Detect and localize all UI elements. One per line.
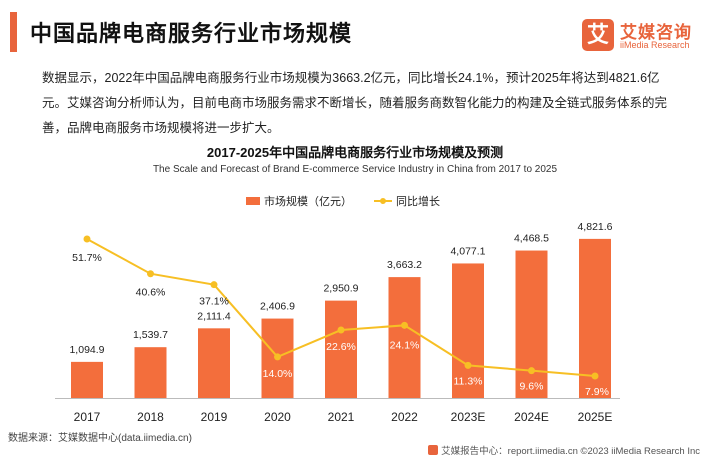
- bar-value-label-2020: 2,406.9: [260, 301, 295, 313]
- growth-point-2023E: [464, 361, 472, 369]
- x-tick-label-2018: 2018: [137, 410, 164, 424]
- growth-point-2018: [147, 270, 154, 278]
- bar-2019: [198, 328, 230, 398]
- bar-value-label-2022: 3,663.2: [387, 259, 422, 271]
- data-source: 数据来源：艾媒数据中心(data.iimedia.cn): [8, 433, 192, 444]
- growth-value-label-2021: 22.6%: [326, 341, 356, 353]
- bar-value-label-2019: 2,111.4: [197, 310, 231, 322]
- x-tick-label-2022: 2022: [391, 410, 418, 424]
- growth-point-2019: [210, 281, 218, 289]
- x-tick-label-2017: 2017: [74, 410, 101, 424]
- bar-value-label-2018: 1,539.7: [133, 329, 168, 341]
- bar-2023E: [452, 263, 484, 398]
- page-title: 中国品牌电商服务行业市场规模: [30, 21, 353, 46]
- growth-value-label-2018: 40.6%: [136, 287, 166, 299]
- bar-2025E: [579, 238, 611, 398]
- bar-2018: [134, 347, 167, 398]
- chart-title: 2017-2025年中国品牌电商服务行业市场规模及预测: [206, 145, 504, 160]
- legend-line-marker: [380, 198, 386, 204]
- growth-point-2020: [274, 353, 281, 361]
- bar-2022: [388, 277, 421, 398]
- x-tick-label-2021: 2021: [328, 410, 355, 424]
- x-tick-label-2023E: 2023E: [451, 410, 486, 424]
- x-tick-label-2019: 2019: [201, 410, 228, 424]
- bar-2017: [71, 361, 103, 398]
- growth-value-label-2023E: 11.3%: [454, 375, 483, 387]
- x-tick-label-2020: 2020: [264, 410, 291, 424]
- growth-value-label-2017: 51.7%: [72, 252, 102, 264]
- bar-value-label-2017: 1,094.9: [69, 344, 104, 356]
- growth-value-label-2020: 14.0%: [263, 368, 293, 380]
- bar-value-label-2023E: 4,077.1: [450, 245, 485, 257]
- legend-line-label: 同比增长: [396, 194, 440, 208]
- bar-2021: [325, 300, 357, 398]
- growth-value-label-2024E: 9.6%: [520, 381, 544, 393]
- report-center-footer: 艾媒报告中心：report.iimedia.cn ©2023 iiMedia R…: [428, 443, 700, 457]
- report-center-text: 艾媒报告中心：report.iimedia.cn ©2023 iiMedia R…: [441, 446, 700, 457]
- bar-value-label-2021: 2,950.9: [323, 283, 358, 295]
- legend-bar-swatch: [246, 197, 260, 205]
- growth-point-2017: [83, 235, 91, 243]
- growth-point-2025E: [591, 372, 599, 380]
- logo-name: 艾媒咨询: [620, 23, 692, 42]
- logo-subtitle: iiMedia Research: [620, 40, 690, 50]
- legend-bar-label: 市场规模（亿元）: [264, 194, 352, 208]
- chart-subtitle: The Scale and Forecast of Brand E-commer…: [152, 164, 558, 175]
- bar-value-label-2025E: 4,821.6: [577, 221, 612, 233]
- report-center-icon: [428, 445, 439, 455]
- growth-point-2021: [337, 326, 345, 334]
- growth-value-label-2019: 37.1%: [199, 296, 229, 308]
- growth-point-2022: [401, 321, 408, 329]
- bar-2024E: [515, 250, 548, 398]
- intro-paragraph: 数据显示，2022年中国品牌电商服务行业市场规模为3663.2亿元，同比增长24…: [42, 71, 668, 135]
- x-tick-label-2025E: 2025E: [578, 410, 613, 424]
- bar-value-label-2024E: 4,468.5: [514, 233, 549, 245]
- growth-value-label-2025E: 7.9%: [585, 386, 609, 398]
- logo-mark: 艾: [582, 19, 614, 51]
- iimedia-logo: 艾 艾媒咨询 iiMedia Research: [582, 17, 702, 57]
- growth-value-label-2022: 24.1%: [390, 339, 420, 351]
- x-tick-label-2024E: 2024E: [514, 410, 549, 424]
- growth-point-2024E: [528, 367, 535, 375]
- title-accent-bar: [10, 12, 17, 52]
